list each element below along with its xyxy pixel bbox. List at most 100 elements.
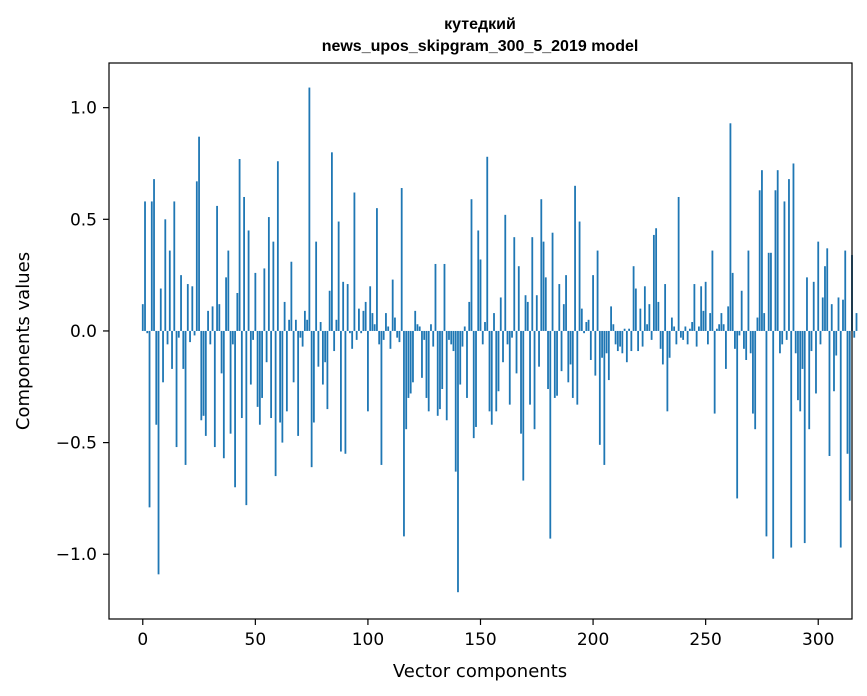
bar	[729, 123, 732, 331]
y-tick-label: 0.0	[70, 322, 97, 342]
bar	[745, 330, 748, 360]
bar	[299, 330, 302, 338]
bar	[457, 330, 459, 593]
bar	[403, 330, 405, 537]
bar	[216, 205, 218, 331]
bar	[513, 237, 516, 331]
bar	[267, 217, 270, 331]
bar	[781, 330, 784, 345]
bar	[810, 330, 813, 352]
bar	[743, 330, 745, 349]
bar	[376, 208, 378, 331]
bar	[693, 284, 696, 331]
bar	[421, 330, 423, 378]
bar	[252, 330, 254, 340]
bar	[312, 330, 315, 423]
bar	[691, 322, 694, 331]
bar	[497, 330, 500, 392]
bar	[335, 319, 338, 331]
bar	[558, 284, 561, 331]
bar	[601, 330, 603, 358]
bar	[353, 192, 356, 331]
bar	[641, 330, 644, 347]
y-tick-label: 0.5	[70, 210, 97, 230]
bar	[349, 330, 351, 334]
bar	[589, 330, 592, 360]
bar	[826, 248, 829, 331]
bar	[148, 330, 151, 508]
bar	[634, 288, 637, 331]
bar	[734, 330, 736, 349]
bar	[621, 330, 624, 354]
bar	[173, 201, 176, 331]
bar	[576, 330, 579, 405]
bar	[360, 330, 363, 334]
bar	[520, 330, 522, 434]
bar	[150, 201, 153, 331]
bar	[533, 330, 536, 430]
bar	[166, 330, 169, 345]
bar	[815, 330, 817, 394]
bar	[765, 330, 768, 537]
bar	[711, 250, 714, 331]
bar	[220, 330, 223, 374]
bar	[439, 330, 441, 410]
bar	[171, 330, 173, 369]
bar	[236, 292, 239, 331]
bar	[821, 297, 824, 331]
bar	[522, 330, 525, 481]
bar	[333, 330, 336, 352]
bar	[632, 266, 635, 331]
bar	[837, 297, 840, 331]
bar	[475, 330, 477, 427]
bar	[540, 199, 543, 331]
bar	[853, 330, 856, 338]
bar	[508, 330, 511, 405]
bar	[337, 221, 340, 331]
bar	[425, 330, 428, 398]
bar	[416, 324, 419, 331]
bar	[180, 275, 182, 331]
bar	[146, 330, 149, 334]
bar	[720, 313, 723, 331]
bar	[189, 330, 191, 343]
bar	[839, 330, 842, 548]
bar	[344, 330, 347, 454]
bar	[245, 330, 248, 506]
bar	[747, 250, 750, 331]
bar	[754, 330, 757, 430]
bar	[243, 196, 245, 331]
bar	[803, 330, 806, 544]
bar	[824, 266, 826, 331]
x-tick-label: 200	[577, 630, 609, 650]
bar	[198, 136, 200, 331]
bar	[290, 261, 293, 331]
bar	[153, 179, 155, 331]
bar	[788, 179, 790, 331]
bar	[274, 330, 277, 477]
y-tick-label: −1.0	[56, 545, 97, 565]
x-tick-label: 50	[245, 630, 267, 650]
bar	[394, 317, 396, 331]
bar	[551, 232, 554, 331]
bar	[430, 324, 432, 331]
bar	[276, 161, 279, 331]
bar	[306, 319, 309, 331]
bar	[407, 330, 410, 398]
bar	[362, 310, 365, 331]
bar	[610, 306, 612, 331]
bar	[544, 277, 547, 331]
bar	[643, 286, 646, 331]
bar	[162, 330, 164, 383]
bar	[436, 330, 439, 416]
bar	[234, 330, 236, 488]
bar	[373, 324, 376, 331]
bar	[261, 330, 263, 398]
bar	[321, 330, 324, 385]
bar	[247, 230, 250, 331]
bar	[616, 330, 619, 352]
bar	[707, 330, 709, 345]
bar	[279, 330, 282, 423]
bar	[319, 322, 322, 331]
bar	[675, 330, 678, 345]
